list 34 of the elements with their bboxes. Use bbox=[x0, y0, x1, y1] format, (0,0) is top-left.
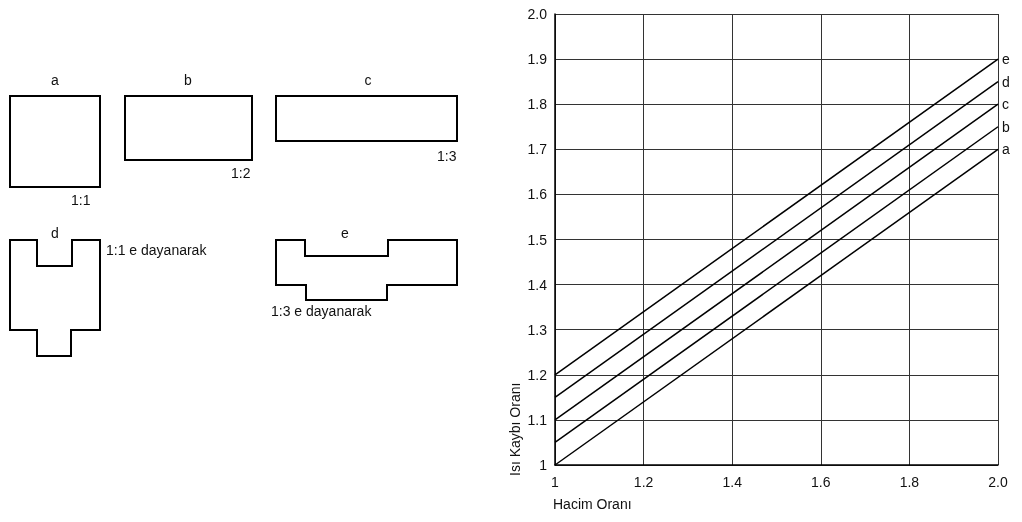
text: c bbox=[364, 72, 372, 88]
text: 1:2 bbox=[231, 165, 251, 181]
x-axis-title: Hacim Oranı bbox=[553, 496, 632, 512]
y-tick-label: 1.5 bbox=[527, 231, 548, 248]
x-tick-label: 1.2 bbox=[633, 474, 654, 490]
series-label: d bbox=[1002, 73, 1010, 90]
text: b bbox=[184, 72, 192, 88]
text: d bbox=[51, 225, 59, 241]
y-tick-label: 1.8 bbox=[527, 96, 548, 113]
x-tick-label: 1.6 bbox=[811, 474, 831, 490]
y-tick-label: 1.1 bbox=[527, 411, 548, 428]
text: a bbox=[51, 72, 59, 88]
y-tick-label: 1.3 bbox=[527, 321, 548, 338]
text: e bbox=[341, 225, 349, 241]
series-label: a bbox=[1002, 141, 1010, 158]
series-label: b bbox=[1002, 118, 1010, 135]
y-tick-label: 1.4 bbox=[527, 276, 548, 293]
x-tick-label: 1.8 bbox=[899, 474, 920, 490]
series-label: c bbox=[1002, 96, 1009, 113]
y-tick-label: 1 bbox=[539, 457, 548, 473]
x-tick-label: 1 bbox=[551, 474, 560, 490]
text: 1:3 e dayanarak bbox=[271, 303, 372, 319]
y-tick-label: 1.6 bbox=[527, 186, 548, 203]
y-tick-label: 2.0 bbox=[527, 6, 548, 22]
text: 1:1 e dayanarak bbox=[106, 242, 207, 258]
text: 1:3 bbox=[437, 148, 457, 164]
y-axis-title: Isı Kaybı Oranı bbox=[507, 382, 523, 476]
y-tick-label: 1.2 bbox=[527, 366, 548, 383]
text: 1:1 bbox=[71, 192, 91, 208]
y-tick-label: 1.9 bbox=[527, 51, 548, 68]
series-label: e bbox=[1002, 51, 1010, 68]
x-tick-label: 2.0 bbox=[988, 474, 1008, 490]
x-tick-label: 1.4 bbox=[722, 474, 743, 490]
y-tick-label: 1.7 bbox=[527, 141, 548, 158]
